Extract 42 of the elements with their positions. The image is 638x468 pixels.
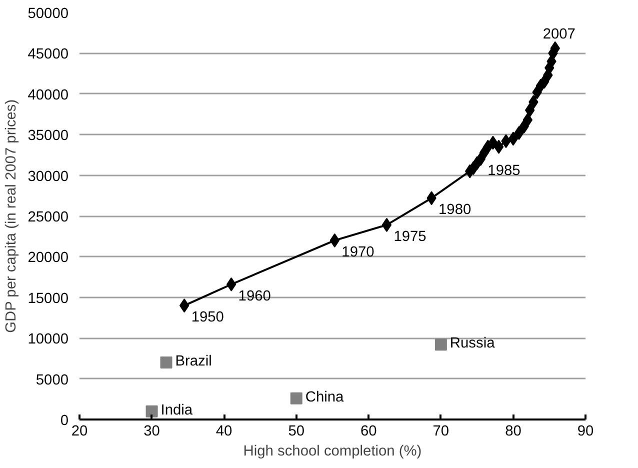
y-tick-label: 25000: [28, 210, 69, 226]
annotation: 1950: [191, 310, 224, 326]
annotation: 1960: [238, 288, 271, 304]
annotation: 2007: [542, 26, 576, 42]
x-tick-label: 50: [288, 424, 305, 440]
point: [160, 356, 172, 369]
series-label: China: [305, 389, 344, 406]
y-tick-label: 15000: [28, 290, 69, 307]
y-tick-label: 50000: [28, 6, 69, 22]
series-label: India: [160, 402, 194, 418]
point: [382, 218, 392, 232]
x-axis-title: High school completion (%): [243, 444, 422, 460]
y-tick-label: 40000: [28, 87, 69, 104]
y-tick-label: 5000: [36, 372, 69, 388]
annotation: 1980: [438, 202, 472, 218]
point: [522, 112, 533, 127]
annotation: 1970: [342, 244, 374, 260]
x-tick-label: 70: [432, 424, 450, 440]
annotation: 1975: [394, 228, 426, 245]
point: [434, 338, 447, 351]
point: [226, 277, 236, 292]
series-label: Russia: [450, 336, 496, 352]
x-tick-label: 80: [505, 424, 522, 440]
y-tick-label: 35000: [28, 128, 69, 144]
point: [508, 132, 518, 146]
x-tick-label: 30: [144, 424, 160, 440]
annotation: 1985: [488, 163, 520, 180]
x-tick-label: 90: [577, 424, 594, 440]
y-tick-label: 0: [60, 413, 69, 429]
x-tick-label: 40: [216, 424, 232, 440]
point: [290, 392, 302, 404]
point: [494, 140, 504, 154]
point: [146, 405, 158, 418]
x-tick-label: 60: [360, 424, 377, 440]
y-tick-label: 20000: [28, 250, 69, 266]
x-tick-label: 20: [71, 424, 88, 440]
y-tick-label: 10000: [28, 332, 69, 348]
y-tick-label: 30000: [28, 168, 69, 185]
y-axis-title: GDP per capita (in real 2007 prices): [4, 99, 20, 333]
series-label: Brazil: [175, 354, 212, 370]
y-tick-label: 45000: [28, 46, 69, 63]
point: [179, 298, 190, 313]
